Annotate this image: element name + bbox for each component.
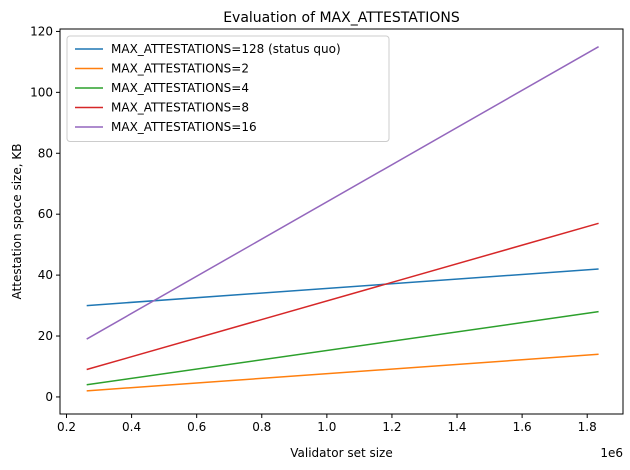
- legend-entry-1: MAX_ATTESTATIONS=128 (status quo): [111, 42, 341, 56]
- x-tick-label: 0.2: [57, 420, 76, 434]
- legend-entry-4: MAX_ATTESTATIONS=8: [111, 101, 249, 115]
- series-line-1: [86, 268, 599, 307]
- y-axis: 0 20 40 60 80 100 120: [30, 24, 60, 404]
- chart-title: Evaluation of MAX_ATTESTATIONS: [223, 10, 460, 26]
- series-line-5: [86, 46, 599, 340]
- x-axis-label: Validator set size: [290, 446, 393, 460]
- x-tick-label: 0.8: [252, 420, 271, 434]
- y-tick-label: 20: [38, 329, 53, 343]
- y-axis-label: Attestation space size, KB: [10, 144, 24, 300]
- legend-entry-3: MAX_ATTESTATIONS=4: [111, 81, 249, 95]
- x-tick-label: 1.6: [513, 420, 532, 434]
- x-tick-label: 0.6: [187, 420, 206, 434]
- legend-entry-2: MAX_ATTESTATIONS=2: [111, 62, 249, 76]
- x-tick-label: 1.4: [447, 420, 466, 434]
- x-axis-offset-label: 1e6: [600, 446, 623, 460]
- x-tick-label: 1.8: [578, 420, 597, 434]
- legend-entry-5: MAX_ATTESTATIONS=16: [111, 120, 257, 134]
- series-layer: [86, 46, 599, 392]
- y-tick-label: 40: [38, 268, 53, 282]
- x-tick-label: 1.2: [382, 420, 401, 434]
- x-axis: 0.2 0.4 0.6 0.8 1.0 1.2 1.4 1.6 1.8: [57, 414, 597, 434]
- series-line-2: [86, 353, 599, 392]
- y-tick-label: 100: [30, 85, 53, 99]
- x-tick-label: 0.4: [122, 420, 141, 434]
- y-tick-label: 60: [38, 207, 53, 221]
- series-line-3: [86, 310, 599, 386]
- series-line-4: [86, 222, 599, 371]
- x-tick-label: 1.0: [317, 420, 336, 434]
- y-tick-label: 120: [30, 24, 53, 38]
- plot-frame: [59, 28, 624, 415]
- legend: MAX_ATTESTATIONS=128 (status quo) MAX_ATT…: [66, 35, 390, 142]
- legend-box: [66, 35, 390, 142]
- y-tick-label: 0: [45, 390, 53, 404]
- y-tick-label: 80: [38, 146, 53, 160]
